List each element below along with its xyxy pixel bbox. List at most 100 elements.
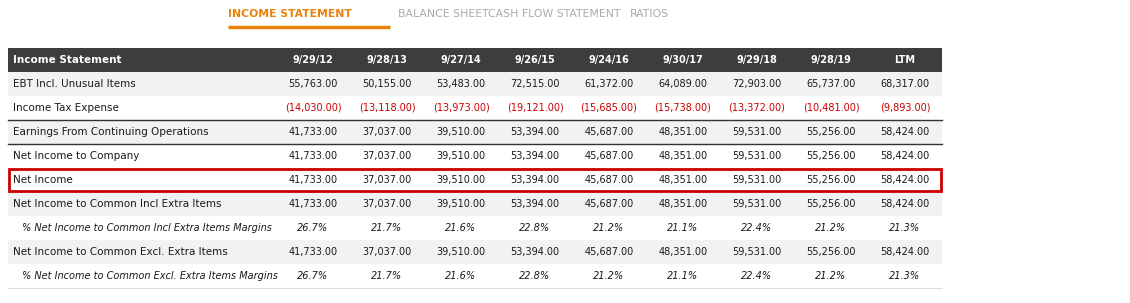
Text: 48,351.00: 48,351.00 [659, 127, 707, 137]
Text: 9/27/14: 9/27/14 [441, 55, 481, 65]
Text: Net Income to Common Excl. Extra Items: Net Income to Common Excl. Extra Items [14, 247, 228, 257]
Text: Income Statement: Income Statement [14, 55, 122, 65]
Text: 9/26/15: 9/26/15 [514, 55, 555, 65]
Text: 21.1%: 21.1% [668, 271, 698, 281]
Text: 21.3%: 21.3% [889, 271, 921, 281]
Text: 21.2%: 21.2% [816, 223, 846, 233]
Text: 21.3%: 21.3% [889, 223, 921, 233]
FancyBboxPatch shape [8, 216, 942, 240]
Text: 58,424.00: 58,424.00 [880, 127, 930, 137]
FancyBboxPatch shape [8, 96, 942, 120]
Text: 37,037.00: 37,037.00 [363, 247, 411, 257]
Text: 37,037.00: 37,037.00 [363, 175, 411, 185]
FancyBboxPatch shape [8, 48, 942, 72]
FancyBboxPatch shape [8, 192, 942, 216]
Text: 21.7%: 21.7% [372, 271, 402, 281]
Text: 21.2%: 21.2% [593, 223, 625, 233]
Text: 45,687.00: 45,687.00 [584, 247, 634, 257]
Text: 59,531.00: 59,531.00 [732, 199, 782, 209]
FancyBboxPatch shape [8, 72, 942, 96]
Text: 53,483.00: 53,483.00 [436, 79, 486, 89]
Text: 53,394.00: 53,394.00 [511, 247, 559, 257]
Text: 55,256.00: 55,256.00 [806, 247, 855, 257]
Text: 53,394.00: 53,394.00 [511, 199, 559, 209]
Text: (19,121.00): (19,121.00) [506, 103, 564, 113]
Text: 45,687.00: 45,687.00 [584, 175, 634, 185]
Text: 21.1%: 21.1% [668, 223, 698, 233]
Text: LTM: LTM [895, 55, 915, 65]
Text: 58,424.00: 58,424.00 [880, 199, 930, 209]
Text: 61,372.00: 61,372.00 [584, 79, 634, 89]
Text: 37,037.00: 37,037.00 [363, 199, 411, 209]
Text: 53,394.00: 53,394.00 [511, 127, 559, 137]
Text: RATIOS: RATIOS [631, 9, 669, 19]
Text: Earnings From Continuing Operations: Earnings From Continuing Operations [14, 127, 209, 137]
Text: EBT Incl. Unusual Items: EBT Incl. Unusual Items [14, 79, 136, 89]
Text: (13,118.00): (13,118.00) [358, 103, 416, 113]
Text: 58,424.00: 58,424.00 [880, 151, 930, 161]
Text: 64,089.00: 64,089.00 [659, 79, 707, 89]
Text: 45,687.00: 45,687.00 [584, 199, 634, 209]
Text: 21.6%: 21.6% [445, 223, 477, 233]
Text: 9/24/16: 9/24/16 [589, 55, 629, 65]
Text: 50,155.00: 50,155.00 [363, 79, 411, 89]
Text: 21.2%: 21.2% [593, 271, 625, 281]
Text: Net Income to Common Incl Extra Items: Net Income to Common Incl Extra Items [14, 199, 221, 209]
Text: (9,893.00): (9,893.00) [880, 103, 930, 113]
Text: 21.2%: 21.2% [816, 271, 846, 281]
Text: Income Tax Expense: Income Tax Expense [14, 103, 119, 113]
Text: 41,733.00: 41,733.00 [288, 151, 338, 161]
Text: 39,510.00: 39,510.00 [436, 199, 486, 209]
Text: 9/28/13: 9/28/13 [366, 55, 408, 65]
Text: 41,733.00: 41,733.00 [288, 247, 338, 257]
Text: 45,687.00: 45,687.00 [584, 151, 634, 161]
Text: 39,510.00: 39,510.00 [436, 175, 486, 185]
Text: (15,685.00): (15,685.00) [581, 103, 637, 113]
Text: 53,394.00: 53,394.00 [511, 175, 559, 185]
Text: (13,372.00): (13,372.00) [729, 103, 785, 113]
Text: BALANCE SHEET: BALANCE SHEET [398, 9, 488, 19]
Text: 55,256.00: 55,256.00 [806, 199, 855, 209]
Text: (10,481.00): (10,481.00) [802, 103, 859, 113]
Text: 22.4%: 22.4% [741, 271, 773, 281]
Text: 58,424.00: 58,424.00 [880, 175, 930, 185]
Text: 9/29/18: 9/29/18 [737, 55, 777, 65]
Text: 9/28/19: 9/28/19 [810, 55, 851, 65]
Text: 65,737.00: 65,737.00 [807, 79, 855, 89]
Text: 58,424.00: 58,424.00 [880, 247, 930, 257]
Text: 21.7%: 21.7% [372, 223, 402, 233]
Text: 45,687.00: 45,687.00 [584, 127, 634, 137]
Text: 39,510.00: 39,510.00 [436, 127, 486, 137]
FancyBboxPatch shape [8, 168, 942, 192]
Text: 59,531.00: 59,531.00 [732, 127, 782, 137]
Text: Net Income to Company: Net Income to Company [14, 151, 139, 161]
Text: (15,738.00): (15,738.00) [654, 103, 712, 113]
Text: 72,903.00: 72,903.00 [732, 79, 782, 89]
Text: 68,317.00: 68,317.00 [880, 79, 930, 89]
Text: 55,256.00: 55,256.00 [806, 151, 855, 161]
Text: 53,394.00: 53,394.00 [511, 151, 559, 161]
Text: Net Income: Net Income [14, 175, 72, 185]
Text: CASH FLOW STATEMENT: CASH FLOW STATEMENT [488, 9, 620, 19]
Text: 59,531.00: 59,531.00 [732, 175, 782, 185]
Text: 41,733.00: 41,733.00 [288, 127, 338, 137]
Text: 55,763.00: 55,763.00 [288, 79, 338, 89]
FancyBboxPatch shape [8, 144, 942, 168]
FancyBboxPatch shape [8, 120, 942, 144]
Text: 37,037.00: 37,037.00 [363, 151, 411, 161]
Text: 72,515.00: 72,515.00 [511, 79, 559, 89]
Text: 39,510.00: 39,510.00 [436, 151, 486, 161]
Text: 21.6%: 21.6% [445, 271, 477, 281]
Text: 22.8%: 22.8% [520, 223, 550, 233]
Text: 48,351.00: 48,351.00 [659, 151, 707, 161]
Text: 41,733.00: 41,733.00 [288, 175, 338, 185]
Text: % Net Income to Common Excl. Extra Items Margins: % Net Income to Common Excl. Extra Items… [21, 271, 278, 281]
Text: % Net Income to Common Incl Extra Items Margins: % Net Income to Common Incl Extra Items … [21, 223, 272, 233]
Text: 48,351.00: 48,351.00 [659, 175, 707, 185]
Text: 39,510.00: 39,510.00 [436, 247, 486, 257]
Text: 9/30/17: 9/30/17 [662, 55, 703, 65]
Text: 59,531.00: 59,531.00 [732, 151, 782, 161]
FancyBboxPatch shape [8, 264, 942, 288]
Text: 55,256.00: 55,256.00 [806, 175, 855, 185]
Text: 37,037.00: 37,037.00 [363, 127, 411, 137]
